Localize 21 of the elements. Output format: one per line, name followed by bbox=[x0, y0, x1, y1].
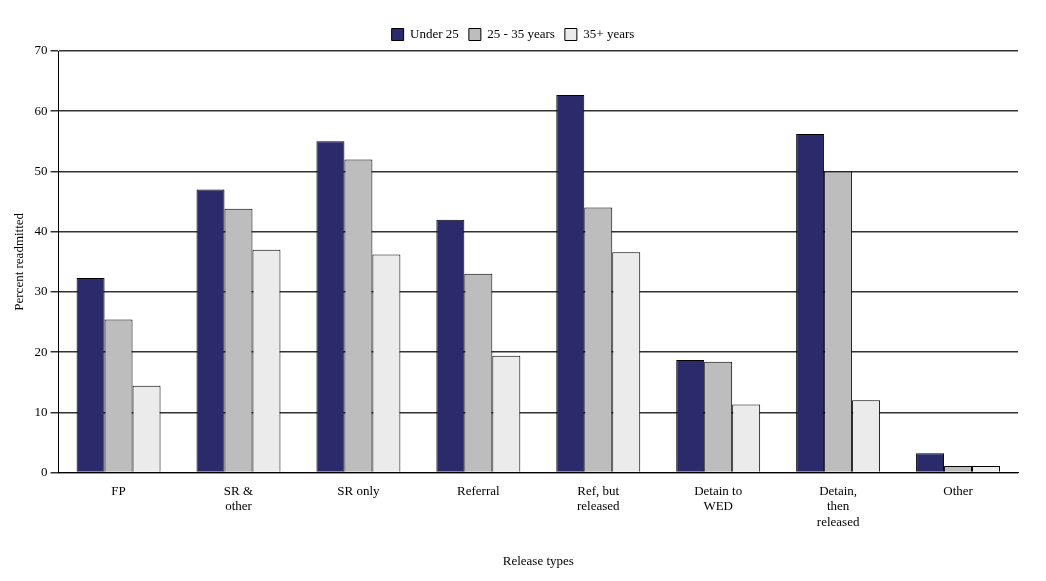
y-tick-label: 10 bbox=[34, 403, 48, 419]
legend-label: Under 25 bbox=[410, 25, 459, 41]
x-tick-label: Referral bbox=[457, 482, 501, 498]
x-tick-label: Detain, then released bbox=[816, 482, 860, 530]
x-tick-label: FP bbox=[111, 482, 126, 498]
x-tick-label: Detain to WED bbox=[694, 482, 743, 514]
y-tick-label: 20 bbox=[34, 343, 48, 359]
y-tick-label: 60 bbox=[34, 102, 48, 118]
x-axis-title: Release types bbox=[502, 552, 574, 568]
legend-label: 35+ years bbox=[583, 25, 635, 41]
y-tick-label: 40 bbox=[34, 223, 48, 239]
x-tick-label: Ref, but released bbox=[576, 482, 621, 514]
y-tick-label: 30 bbox=[34, 283, 48, 299]
x-tick-label: SR & other bbox=[223, 482, 254, 514]
legend-label: 25 - 35 years bbox=[487, 25, 555, 41]
y-tick-label: 50 bbox=[34, 162, 48, 178]
y-tick-label: 0 bbox=[41, 464, 48, 480]
x-tick-label: SR only bbox=[337, 482, 381, 498]
x-tick-label: Other bbox=[943, 482, 974, 498]
y-axis-title: Percent readmitted bbox=[11, 212, 27, 311]
y-tick-label: 70 bbox=[34, 42, 48, 58]
